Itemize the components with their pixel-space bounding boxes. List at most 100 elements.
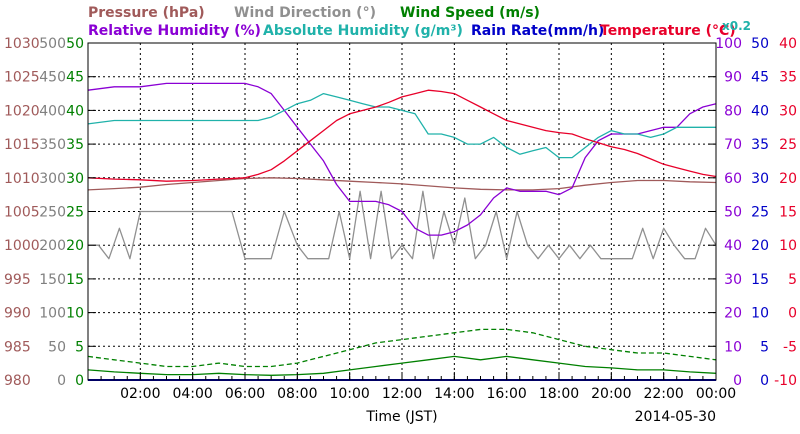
y-tick-label-wind_direction: 200 [39,238,66,254]
y-tick-label-pressure: 1010 [4,171,40,187]
y-tick-label-temperature: 10 [779,238,797,254]
y-tick-label-humidity: 60 [724,171,742,187]
y-tick-label-wind_direction: 350 [39,137,66,153]
y-tick-label-rain_rate: 5 [760,339,769,355]
y-tick-label-wind_direction: 300 [39,171,66,187]
y-tick-label-humidity: 70 [724,137,742,153]
y-tick-label-pressure: 980 [4,373,31,389]
legend-wind-direction: Wind Direction (°) [234,5,376,21]
y-tick-label-humidity: 30 [724,272,742,288]
y-tick-label-humidity: 40 [724,238,742,254]
x-tick-label: 02:00 [120,386,160,402]
y-tick-label-wind_speed: 45 [66,70,84,86]
legend-absolute-humidity: Absolute Humidity (g/m³) [263,23,463,39]
y-tick-label-pressure: 1030 [4,36,40,52]
y-tick-label-pressure: 1015 [4,137,40,153]
y-tick-label-pressure: 995 [4,272,31,288]
x-tick-label: 18:00 [539,386,579,402]
y-tick-label-wind_direction: 400 [39,103,66,119]
legend-temperature: Temperature (°C) [600,23,736,39]
legend-relative-humidity: Relative Humidity (%) [88,23,261,39]
legend-wind-speed: Wind Speed (m/s) [400,5,540,21]
series-line-7 [87,89,717,182]
y-tick-label-pressure: 990 [4,306,31,322]
y-tick-label-temperature: 35 [779,70,797,86]
y-tick-label-wind_speed: 5 [75,339,84,355]
x-tick-label: 14:00 [434,386,474,402]
y-tick-label-humidity: 20 [724,306,742,322]
y-tick-label-temperature: 30 [779,103,797,119]
y-tick-label-rain_rate: 35 [751,137,769,153]
y-tick-label-rain_rate: 40 [751,103,769,119]
y-tick-label-temperature: 20 [779,171,797,187]
y-tick-label-wind_speed: 35 [66,137,84,153]
y-tick-label-rain_rate: 25 [751,205,769,221]
series-line-1 [88,190,717,260]
y-tick-label-wind_speed: 20 [66,238,84,254]
x-tick-label: 06:00 [225,386,265,402]
x-tick-label: 22:00 [643,386,683,402]
y-tick-label-rain_rate: 10 [751,306,769,322]
x-axis-label: Time (JST) [365,409,437,425]
y-tick-label-wind_speed: 25 [66,205,84,221]
x-tick-label: 00:00 [696,386,736,402]
y-tick-label-pressure: 985 [4,339,31,355]
y-tick-label-wind_speed: 40 [66,103,84,119]
series-line-5 [87,92,716,159]
y-tick-label-wind_direction: 100 [39,306,66,322]
y-tick-label-pressure: 1020 [4,103,40,119]
y-tick-label-rain_rate: 50 [751,36,769,52]
y-tick-label-wind_speed: 0 [75,373,84,389]
y-tick-label-rain_rate: 20 [751,238,769,254]
y-tick-label-humidity: 10 [724,339,742,355]
y-tick-label-temperature: 40 [779,36,797,52]
y-tick-label-humidity: 50 [724,205,742,221]
legend: Pressure (hPa) Wind Direction (°) Wind S… [88,5,751,39]
y-tick-label-wind_speed: 10 [66,306,84,322]
series-line-3 [87,328,717,368]
y-tick-label-wind_direction: 50 [48,339,66,355]
x-tick-label: 12:00 [382,386,422,402]
y-tick-label-temperature: 15 [779,205,797,221]
y-tick-label-temperature: -5 [783,339,797,355]
y-tick-label-rain_rate: 0 [760,373,769,389]
y-tick-label-humidity: 90 [724,70,742,86]
y-tick-label-pressure: 1025 [4,70,40,86]
y-tick-label-wind_direction: 250 [39,205,66,221]
y-tick-label-temperature: 5 [788,272,797,288]
y-tick-label-wind_speed: 30 [66,171,84,187]
y-tick-label-wind_direction: 500 [39,36,66,52]
y-tick-label-pressure: 1000 [4,238,40,254]
y-tick-label-wind_direction: 150 [39,272,66,288]
y-axes: 9809859909951000100510101015102010251030… [4,36,797,389]
y-tick-label-rain_rate: 45 [751,70,769,86]
legend-pressure: Pressure (hPa) [88,5,205,21]
plot-area [87,82,717,381]
y-tick-label-wind_speed: 50 [66,36,84,52]
y-tick-label-humidity: 0 [733,373,742,389]
y-tick-label-wind_direction: 450 [39,70,66,86]
y-tick-label-humidity: 100 [715,36,742,52]
y-tick-label-temperature: 0 [788,306,797,322]
legend-rain-rate: Rain Rate(mm/h) [471,23,604,39]
x-axis: 02:00 04:00 06:00 08:00 10:00 12:00 14:00 16:00… [87,372,736,402]
y-tick-label-wind_speed: 15 [66,272,84,288]
grid [88,43,716,380]
y-tick-label-humidity: 80 [724,103,742,119]
x-tick-label: 04:00 [172,386,212,402]
x-tick-label: 16:00 [486,386,526,402]
legend-abs-humidity-scale: x0.2 [722,19,751,33]
y-tick-label-rain_rate: 15 [751,272,769,288]
x-tick-label: 20:00 [591,386,631,402]
y-tick-label-rain_rate: 30 [751,171,769,187]
y-tick-label-wind_direction: 0 [57,373,66,389]
x-tick-label: 10:00 [329,386,369,402]
series-line-0 [87,177,717,191]
y-tick-label-temperature: 25 [779,137,797,153]
y-tick-label-temperature: -10 [774,373,797,389]
date-label: 2014-05-30 [635,409,716,425]
y-tick-label-pressure: 1005 [4,205,40,221]
x-tick-label: 08:00 [277,386,317,402]
